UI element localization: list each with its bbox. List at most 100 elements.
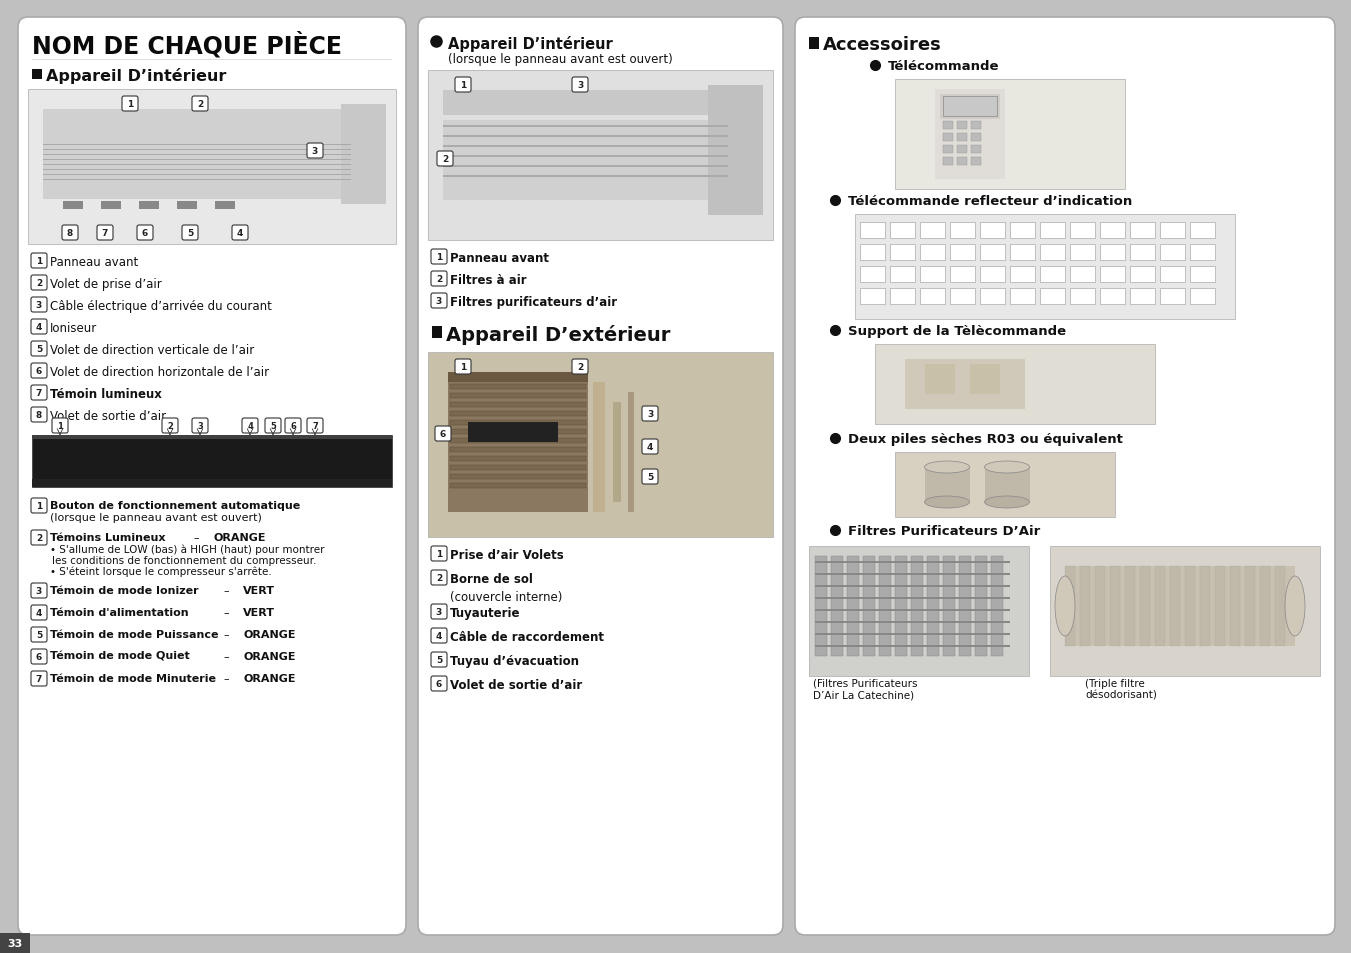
- FancyBboxPatch shape: [455, 78, 471, 92]
- Text: 2: 2: [436, 574, 442, 582]
- Text: Prise d’air Volets: Prise d’air Volets: [450, 548, 563, 561]
- Bar: [1190, 289, 1215, 305]
- Bar: [1129, 289, 1155, 305]
- Text: 3: 3: [197, 421, 203, 431]
- Bar: [861, 223, 885, 239]
- Bar: [979, 223, 1005, 239]
- FancyBboxPatch shape: [417, 18, 784, 935]
- FancyBboxPatch shape: [31, 498, 47, 514]
- Bar: [815, 634, 1011, 636]
- Bar: [43, 160, 351, 161]
- Text: Témoins Lumineux: Témoins Lumineux: [50, 533, 166, 542]
- Text: ORANGE: ORANGE: [243, 673, 296, 683]
- Bar: [920, 245, 944, 261]
- Text: Témoin de mode Ionizer: Témoin de mode Ionizer: [50, 585, 199, 596]
- Bar: [1100, 289, 1125, 305]
- Bar: [905, 359, 1025, 410]
- Text: Appareil D’extérieur: Appareil D’extérieur: [446, 325, 670, 345]
- FancyBboxPatch shape: [31, 319, 47, 335]
- Bar: [979, 289, 1005, 305]
- Bar: [139, 202, 159, 210]
- FancyBboxPatch shape: [31, 341, 47, 356]
- Text: 3: 3: [36, 301, 42, 310]
- Bar: [971, 122, 981, 130]
- Ellipse shape: [985, 461, 1029, 474]
- Text: 2: 2: [442, 154, 449, 164]
- Text: ORANGE: ORANGE: [213, 533, 266, 542]
- Bar: [920, 289, 944, 305]
- Text: (lorsque le panneau avant est ouvert): (lorsque le panneau avant est ouvert): [50, 513, 262, 522]
- Text: 3: 3: [647, 410, 653, 418]
- Text: 33: 33: [7, 938, 23, 948]
- Bar: [1190, 245, 1215, 261]
- Bar: [894, 80, 1125, 190]
- Bar: [43, 150, 351, 151]
- FancyBboxPatch shape: [242, 418, 258, 434]
- Bar: [959, 557, 971, 657]
- Bar: [815, 585, 1011, 587]
- Bar: [428, 71, 773, 241]
- Bar: [927, 557, 939, 657]
- Bar: [861, 289, 885, 305]
- Bar: [1040, 267, 1065, 283]
- Bar: [1170, 566, 1179, 646]
- Ellipse shape: [1285, 577, 1305, 637]
- Text: Télécommande reflecteur d’indication: Télécommande reflecteur d’indication: [848, 194, 1132, 208]
- Text: (Filtres Purificateurs
D’Air La Catechine): (Filtres Purificateurs D’Air La Catechin…: [813, 679, 917, 700]
- Bar: [450, 438, 586, 443]
- Bar: [992, 557, 1002, 657]
- Text: 5: 5: [270, 421, 276, 431]
- Text: Volet de prise d’air: Volet de prise d’air: [50, 277, 162, 291]
- Text: les conditions de fonctionnement du compresseur.: les conditions de fonctionnement du comp…: [51, 556, 316, 565]
- Bar: [975, 557, 988, 657]
- FancyBboxPatch shape: [642, 407, 658, 421]
- Bar: [925, 468, 970, 502]
- Bar: [920, 267, 944, 283]
- Bar: [971, 133, 981, 142]
- Text: 6: 6: [36, 652, 42, 661]
- Bar: [177, 202, 197, 210]
- Bar: [450, 385, 586, 390]
- FancyBboxPatch shape: [192, 418, 208, 434]
- Ellipse shape: [985, 497, 1029, 509]
- Bar: [894, 557, 907, 657]
- Text: Tuyau d’évacuation: Tuyau d’évacuation: [450, 655, 580, 667]
- FancyBboxPatch shape: [162, 418, 178, 434]
- FancyBboxPatch shape: [794, 18, 1335, 935]
- Text: –: –: [223, 607, 228, 618]
- Bar: [43, 110, 351, 200]
- Text: 4: 4: [36, 323, 42, 332]
- Text: 2: 2: [36, 278, 42, 288]
- Text: Télécommande: Télécommande: [888, 60, 1000, 73]
- Bar: [443, 126, 728, 128]
- Text: 6: 6: [142, 229, 149, 237]
- Text: Panneau avant: Panneau avant: [50, 255, 138, 269]
- Text: 4: 4: [236, 229, 243, 237]
- Text: 2: 2: [197, 100, 203, 109]
- FancyBboxPatch shape: [31, 297, 47, 313]
- Text: Accessoires: Accessoires: [823, 36, 942, 54]
- Bar: [1246, 566, 1255, 646]
- Text: 1: 1: [459, 363, 466, 372]
- Text: 5: 5: [436, 656, 442, 664]
- Bar: [890, 289, 915, 305]
- Text: Témoin d'alimentation: Témoin d'alimentation: [50, 607, 189, 618]
- FancyBboxPatch shape: [307, 144, 323, 159]
- Bar: [450, 475, 586, 479]
- Bar: [880, 557, 892, 657]
- Bar: [957, 133, 967, 142]
- Bar: [1040, 223, 1065, 239]
- Text: 3: 3: [436, 296, 442, 306]
- Bar: [979, 267, 1005, 283]
- FancyBboxPatch shape: [431, 652, 447, 667]
- Bar: [861, 267, 885, 283]
- Text: 5: 5: [36, 630, 42, 639]
- Text: • S'allume de LOW (bas) à HIGH (haut) pour montrer: • S'allume de LOW (bas) à HIGH (haut) po…: [50, 544, 324, 555]
- Bar: [443, 121, 728, 201]
- Bar: [935, 90, 1005, 180]
- Bar: [1100, 267, 1125, 283]
- Bar: [450, 448, 586, 453]
- Bar: [340, 105, 386, 205]
- Bar: [970, 365, 1000, 395]
- Bar: [32, 479, 392, 488]
